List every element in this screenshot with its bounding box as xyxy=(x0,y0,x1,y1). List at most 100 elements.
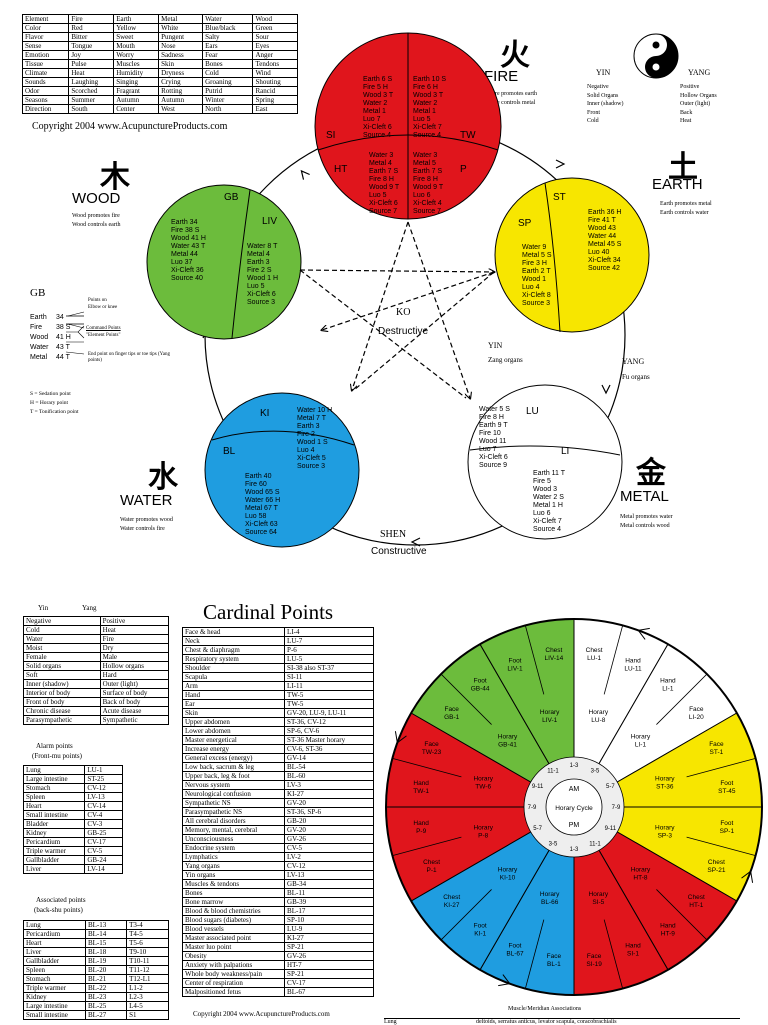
point-entry: Fire 41 T xyxy=(588,217,616,224)
point-entry: Wood 9 T xyxy=(369,184,400,191)
yang-fu-b: Fu organs xyxy=(622,373,650,381)
point-entry: Luo 5 xyxy=(247,283,265,290)
horary-inner-point: LI-1 xyxy=(635,742,647,749)
alarm-row-cell: Stomach xyxy=(22,783,86,793)
cardinal-row-cell: CV-6, ST-36 xyxy=(284,744,374,754)
yin-yang-icon xyxy=(633,33,679,79)
point-entry: Fire 2 xyxy=(297,431,315,438)
point-entry: Earth 40 xyxy=(245,473,272,480)
horary-arrow xyxy=(741,870,754,883)
cardinal-row-cell: CV-12 xyxy=(284,861,374,871)
correspondence-row: Tissue Pulse Muscles Skin Bones Tendons xyxy=(21,59,298,69)
cardinal-row: Skin GV-20, LU-9, LU-11 xyxy=(181,708,374,718)
shen-arrow xyxy=(300,169,310,180)
associated-row-cell: T4-5 xyxy=(126,929,169,939)
cardinal-row-cell: HT-7 xyxy=(284,960,374,970)
point-entry: Water 43 T xyxy=(171,243,206,250)
point-entry: Wood 65 S xyxy=(245,489,280,496)
point-entry: Xi-Cleft 63 xyxy=(245,521,278,528)
alarm-row-cell: CV-3 xyxy=(84,819,123,829)
cardinal-row: Master energetical ST-36 Master horary xyxy=(181,735,374,745)
point-entry: Xi-Cleft 34 xyxy=(588,257,621,264)
yang-item: Back xyxy=(680,109,693,116)
horary-segment-point: TW-23 xyxy=(422,749,442,756)
cardinal-row-cell: LI-11 xyxy=(284,681,374,691)
associated-row-cell: Spleen xyxy=(23,965,86,975)
alarm-row-cell: Liver xyxy=(22,864,86,874)
legend-key: S = Sedation point xyxy=(30,391,71,397)
cardinal-row-cell: BL-60 xyxy=(284,771,374,781)
cardinal-row-cell: Scapula xyxy=(181,672,286,682)
alarm-row-cell: Pericardium xyxy=(22,837,86,847)
associated-row-cell: T11-12 xyxy=(126,965,169,975)
yin-yang-row-cell: Negative xyxy=(23,616,101,626)
cardinal-row-cell: LU-9 xyxy=(284,924,374,934)
associated-row-cell: Triple warmer xyxy=(23,983,86,993)
cardinal-row-cell: Master luo point xyxy=(181,942,286,952)
point-entry: Metal 44 xyxy=(171,251,198,258)
water-note-2: Water controls fire xyxy=(120,526,165,532)
alarm-row: Pericardium CV-17 xyxy=(22,837,123,847)
horary-segment-label: Foot xyxy=(720,780,733,787)
horary-segment-point: GB-44 xyxy=(471,686,490,693)
yang-list: Positive Hollow Organs Outer (light) Back He… xyxy=(680,83,717,126)
cardinal-row-cell: Lymphatics xyxy=(181,852,286,862)
cardinal-row: Yin organs LV-13 xyxy=(181,870,374,880)
cardinal-row-cell: SP-21 xyxy=(284,942,374,952)
cardinal-row-cell: BL-17 xyxy=(284,906,374,916)
yin-yang-row-cell: Acute disease xyxy=(99,706,170,716)
associated-row-cell: BL-25 xyxy=(84,1001,128,1011)
point-entry: Water 2 S xyxy=(533,494,564,501)
horary-inner-point: HT-8 xyxy=(633,874,647,881)
horary-divider xyxy=(686,757,756,778)
cardinal-row-cell: Neurological confusion xyxy=(181,789,286,799)
associated-row: Kidney BL-23 L2-3 xyxy=(23,992,169,1002)
yin-yang-row: Interior of body Surface of body xyxy=(23,688,170,698)
horary-segment-point: SI-1 xyxy=(627,950,639,957)
point-entry: Metal 5 S xyxy=(522,252,552,259)
cardinal-row: Muscles & tendons GB-34 xyxy=(181,879,374,889)
cardinal-row-cell: Master energetical xyxy=(181,735,286,745)
cardinal-row-cell: KI-27 xyxy=(284,789,374,799)
associated-row-cell: Kidney xyxy=(23,992,86,1002)
cardinal-row: Upper back, leg & foot BL-60 xyxy=(181,771,374,781)
point-entry: Source 3 xyxy=(522,300,551,307)
ko-label: KO xyxy=(396,307,411,318)
yin-yang-row-cell: Male xyxy=(99,652,170,662)
cardinal-row-cell: SI-11 xyxy=(284,672,374,682)
yin-yang-row: Solid organs Hollow organs xyxy=(23,661,170,671)
horary-time: 9-11 xyxy=(605,826,617,832)
muscle-row-organ: Lung xyxy=(384,1019,397,1025)
point-entry: Metal 67 T xyxy=(245,505,278,512)
point-entry: Fire 2 S xyxy=(247,267,272,274)
horary-segment-label: Chest xyxy=(586,647,603,654)
cardinal-row-cell: ST-36 Master horary xyxy=(284,735,374,745)
horary-inner-point: KI-10 xyxy=(500,874,516,881)
point-entry: Xi-Cleft 6 xyxy=(369,200,398,207)
horary-time: 1-3 xyxy=(570,847,579,853)
associated-row-cell: Pericardium xyxy=(23,929,86,939)
point-entry: Metal 4 xyxy=(247,251,270,258)
wood-glyph: 木 xyxy=(100,161,130,194)
horary-outer-ring xyxy=(385,618,763,996)
alarm-row: Triple warmer CV-5 xyxy=(22,846,123,856)
associated-row-cell: T3-4 xyxy=(126,920,169,930)
wood-gb-label: GB xyxy=(224,192,239,203)
cardinal-row: Increase energy CV-6, ST-36 xyxy=(181,744,374,754)
yin-yang-row: Water Fire xyxy=(23,634,170,644)
alarm-row-cell: GB-25 xyxy=(84,828,123,838)
gb-keys: S = Sedation point H = Horary point T = To… xyxy=(30,390,79,417)
alarm-row: Gallbladder GB-24 xyxy=(22,855,123,865)
correspondence-row-cell: North xyxy=(202,104,254,114)
point-entry: Wood 9 T xyxy=(413,184,444,191)
horary-divider xyxy=(524,919,545,989)
point-entry: Fire 10 xyxy=(479,430,501,437)
horary-inner-point: LU-8 xyxy=(591,717,605,724)
cardinal-row-cell: SP-21 xyxy=(284,969,374,979)
earth-note-1: Earth promotes metal xyxy=(660,201,712,207)
associated-row-cell: Lung xyxy=(23,920,86,930)
associated-row: Pericardium BL-14 T4-5 xyxy=(23,929,169,939)
cardinal-row-cell: General excess (energy) xyxy=(181,753,286,763)
point-entry: Source 3 xyxy=(247,299,276,306)
point-entry: Water 9 xyxy=(522,244,547,251)
